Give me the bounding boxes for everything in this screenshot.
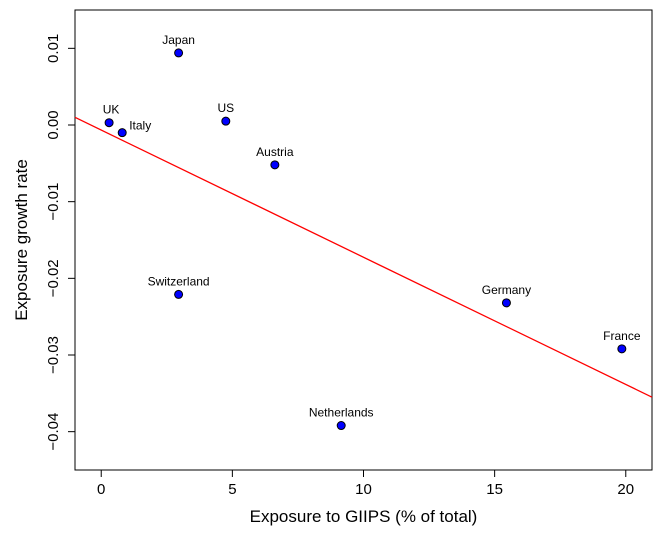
scatter-chart: 0 5 10 15 20 −0.04 −0.03 −0.02 −0.01 0.00 0.01 Expo… xyxy=(0,0,664,537)
y-tick-label: −0.01 xyxy=(45,183,62,221)
data-point-label: Netherlands xyxy=(309,406,374,420)
data-point-label: UK xyxy=(103,103,120,117)
data-point-label: Italy xyxy=(129,119,151,133)
data-point xyxy=(222,117,230,125)
y-axis-title: Exposure growth rate xyxy=(12,159,31,321)
x-tick-label: 20 xyxy=(617,481,634,498)
chart-svg: 0 5 10 15 20 −0.04 −0.03 −0.02 −0.01 0.00 0.01 Expo… xyxy=(0,0,664,537)
data-point xyxy=(271,161,279,169)
data-point-label: Japan xyxy=(162,33,195,47)
plot-border xyxy=(75,10,652,470)
data-point xyxy=(175,49,183,57)
data-point xyxy=(337,422,345,430)
data-point xyxy=(105,119,113,127)
x-tick-label: 15 xyxy=(486,481,503,498)
data-point-label: Switzerland xyxy=(148,274,210,288)
y-tick-label: −0.02 xyxy=(45,259,62,297)
x-axis-title: Exposure to GIIPS (% of total) xyxy=(250,507,478,526)
y-tick-label: −0.04 xyxy=(45,413,62,451)
trend-line xyxy=(75,117,652,397)
x-tick-label: 0 xyxy=(97,481,105,498)
data-point xyxy=(618,345,626,353)
data-point-label: France xyxy=(603,329,641,343)
y-tick-label: 0.01 xyxy=(45,34,62,63)
data-point-label: Germany xyxy=(482,283,531,297)
data-point-label: US xyxy=(217,101,234,115)
y-tick-label: 0.00 xyxy=(45,110,62,139)
x-tick-label: 5 xyxy=(228,481,236,498)
data-point xyxy=(502,299,510,307)
data-point xyxy=(118,129,126,137)
x-tick-label: 10 xyxy=(355,481,372,498)
y-tick-label: −0.03 xyxy=(45,336,62,374)
data-point-label: Austria xyxy=(256,145,294,159)
data-point xyxy=(175,290,183,298)
